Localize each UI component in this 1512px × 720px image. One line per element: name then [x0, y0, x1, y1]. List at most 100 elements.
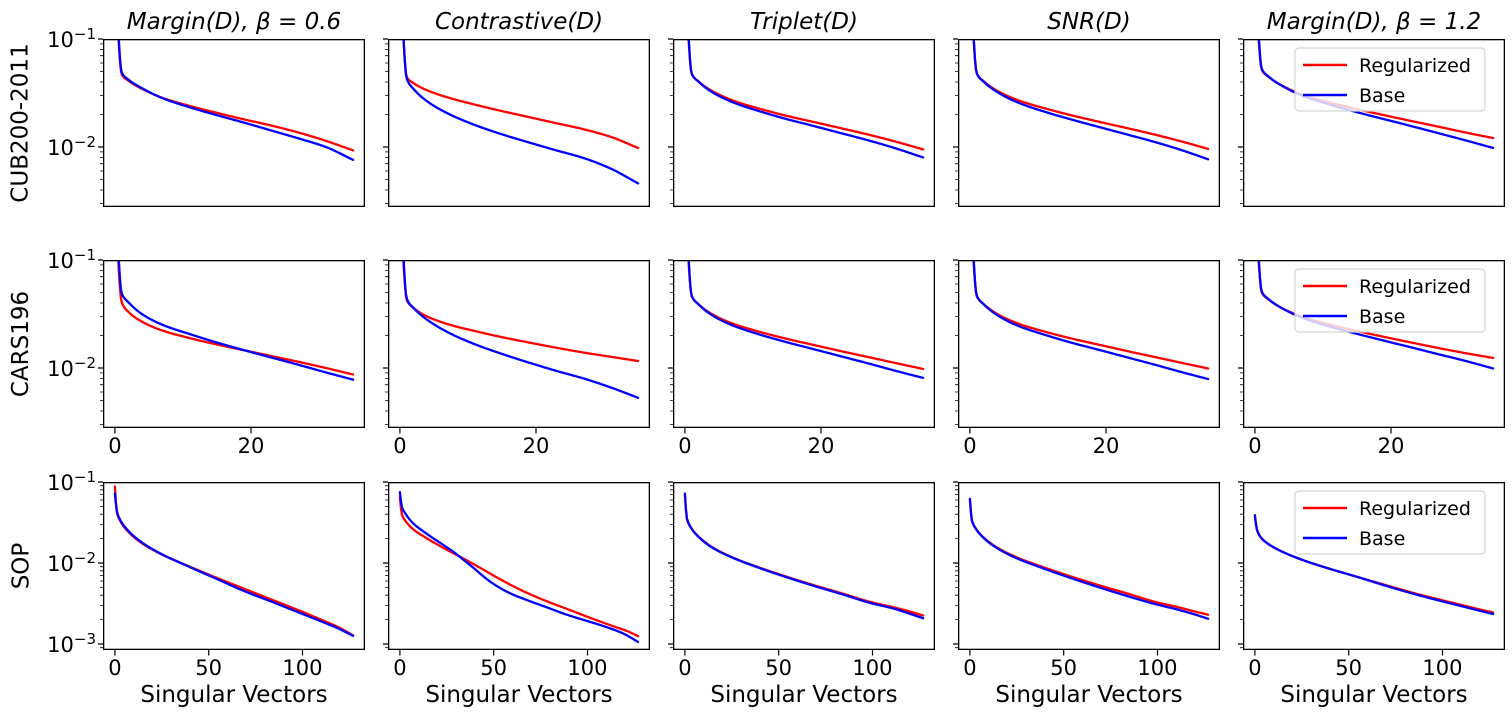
x-tick-label: 0 — [108, 656, 122, 680]
x-tick-label: 20 — [1092, 434, 1120, 458]
panel-r3c5: Regularized Base — [1238, 481, 1506, 656]
y-tick-label: 10−1 — [47, 25, 96, 52]
y-tick-exponent: −3 — [73, 630, 96, 648]
curves-group — [113, 485, 355, 638]
curve-base — [398, 490, 640, 644]
x-tick-label: 20 — [237, 434, 265, 458]
panel-r2c2 — [383, 259, 651, 434]
y-tick-label: 10−2 — [47, 354, 96, 381]
legend-label-base: Base — [1359, 85, 1405, 107]
y-major-ticks — [98, 259, 103, 369]
y-major-ticks — [668, 38, 673, 148]
y-tick-label: 10−2 — [47, 133, 96, 160]
row-label-text: SOP — [8, 542, 35, 590]
curve-base — [972, 260, 1210, 381]
panel-r1c5: Regularized Base — [1238, 38, 1506, 207]
y-tick-exponent: −2 — [73, 354, 96, 372]
x-tick-label: 20 — [522, 434, 550, 458]
panel-r3c1 — [98, 481, 366, 656]
axes-box — [1242, 38, 1506, 207]
curve-base — [117, 39, 355, 162]
y-minor-ticks — [385, 43, 388, 204]
x-tick-label: 0 — [963, 434, 977, 458]
curve-regularized — [683, 493, 925, 617]
curves-group — [402, 260, 640, 399]
row-label: CARS196 — [0, 260, 42, 428]
curve-base — [1253, 513, 1495, 616]
x-tick-label: 50 — [765, 656, 793, 680]
x-tick-label: 50 — [1335, 656, 1363, 680]
panel-r1c4 — [953, 38, 1221, 207]
curve-regularized — [968, 498, 1210, 616]
x-tick-label: 50 — [195, 656, 223, 680]
y-minor-ticks — [100, 43, 103, 204]
legend-label-regularized: Regularized — [1359, 276, 1471, 298]
curve-base — [683, 492, 925, 620]
y-minor-ticks — [955, 485, 958, 649]
y-minor-ticks — [385, 485, 388, 649]
curves-group — [687, 39, 925, 159]
y-tick-exponent: −1 — [73, 468, 96, 486]
x-tick-label: 100 — [567, 656, 608, 680]
axes-box — [387, 481, 651, 650]
axes-box — [672, 259, 936, 428]
y-major-ticks — [1238, 38, 1243, 148]
x-major-ticks — [1254, 650, 1444, 656]
y-minor-ticks — [670, 485, 673, 649]
y-major-ticks — [953, 481, 958, 645]
x-major-ticks — [114, 428, 252, 434]
curve-regularized — [972, 260, 1210, 370]
curve-regularized — [972, 39, 1210, 151]
curves-group — [683, 492, 925, 620]
curve-regularized — [113, 485, 355, 637]
x-tick-label: 50 — [480, 656, 508, 680]
y-major-ticks — [1238, 481, 1243, 645]
x-major-ticks — [399, 650, 589, 656]
x-axis-label: Singular Vectors — [995, 682, 1183, 708]
curve-regularized — [687, 260, 925, 371]
curve-regularized — [402, 39, 640, 150]
curve-base — [968, 497, 1210, 620]
panel-r2c4 — [953, 259, 1221, 434]
curve-base — [402, 260, 640, 399]
legend-label-base: Base — [1359, 528, 1405, 550]
curve-base — [687, 39, 925, 159]
curves-group — [972, 39, 1210, 161]
legend: Regularized Base — [1294, 490, 1486, 555]
curves-group — [117, 260, 355, 381]
y-major-ticks — [668, 481, 673, 645]
x-tick-label: 20 — [807, 434, 835, 458]
x-tick-label: 0 — [393, 434, 407, 458]
curve-base — [113, 492, 355, 638]
x-tick-label: 0 — [678, 656, 692, 680]
y-minor-ticks — [955, 264, 958, 425]
y-minor-ticks — [670, 43, 673, 204]
x-major-ticks — [399, 428, 537, 434]
row-label-text: CUB200-2011 — [8, 43, 34, 203]
panel-r3c2 — [383, 481, 651, 656]
x-major-ticks — [684, 650, 874, 656]
x-axis-label: Singular Vectors — [140, 682, 328, 708]
y-minor-ticks — [670, 264, 673, 425]
panel-r3c4 — [953, 481, 1221, 656]
curves-group — [972, 260, 1210, 381]
x-tick-label: 0 — [393, 656, 407, 680]
curves-group — [687, 260, 925, 380]
y-tick-label: 10−2 — [47, 549, 96, 576]
panel-r1c1 — [98, 38, 366, 207]
y-tick-label: 10−1 — [47, 468, 96, 495]
legend: Regularized Base — [1294, 47, 1486, 112]
x-tick-label: 20 — [1377, 434, 1405, 458]
y-tick-exponent: −1 — [73, 25, 96, 43]
axes-box — [1242, 259, 1506, 428]
axes-box — [387, 259, 651, 428]
legend-label-regularized: Regularized — [1359, 498, 1471, 520]
y-major-ticks — [383, 481, 388, 645]
axes-box — [672, 481, 936, 650]
x-major-ticks — [114, 650, 304, 656]
x-tick-label: 0 — [108, 434, 122, 458]
panel-r2c1 — [98, 259, 366, 434]
legend: Regularized Base — [1294, 268, 1486, 333]
y-tick-label: 10−1 — [47, 246, 96, 273]
